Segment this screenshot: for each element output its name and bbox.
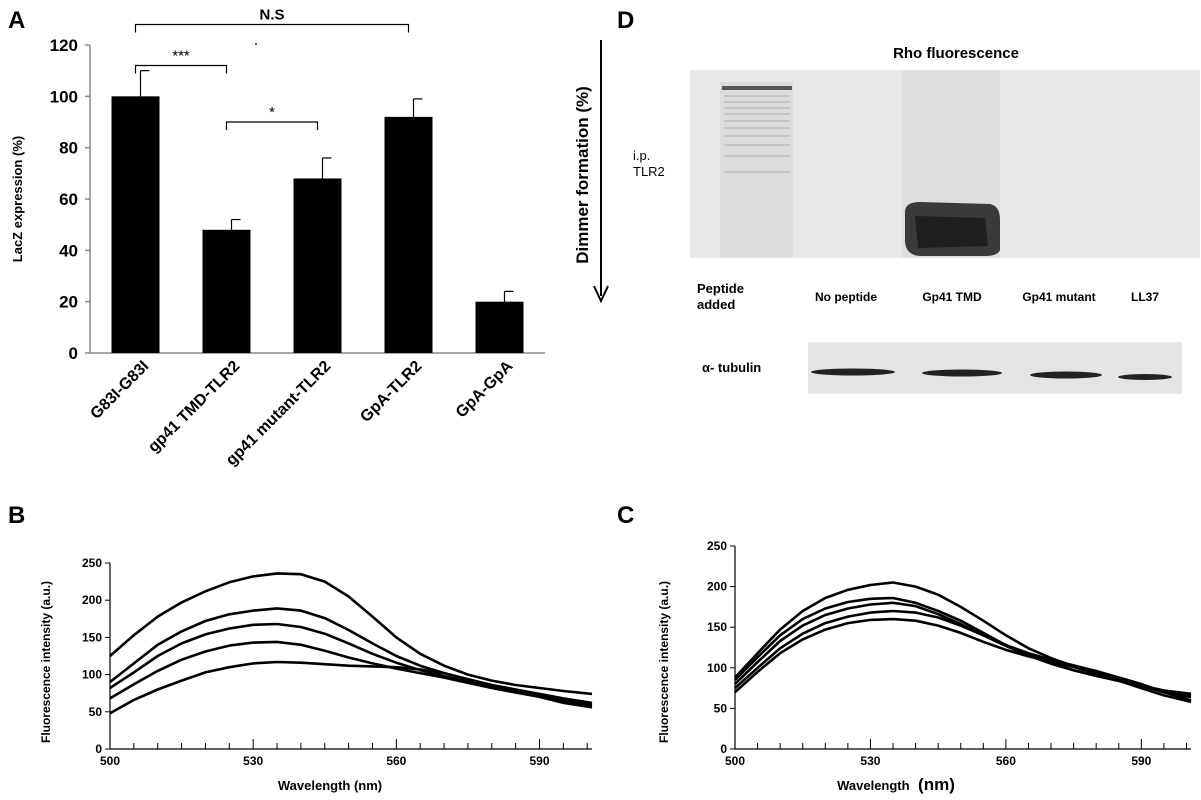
bar-3 xyxy=(384,116,433,353)
x-axis-label-c-unit: (nm) xyxy=(918,775,955,794)
bar-1 xyxy=(202,229,251,353)
x-tick-label-b: 530 xyxy=(243,754,263,768)
y-tick-label-a: 0 xyxy=(69,344,78,363)
y-tick-label-c: 200 xyxy=(707,580,727,594)
y-tick-label-b: 150 xyxy=(82,630,102,644)
line-chart-panel-c: Fluorescence intensity (a.u.) Wavelength… xyxy=(657,539,1192,794)
significance-bracket-1 xyxy=(134,64,228,74)
significance-label-1: *** xyxy=(172,48,190,65)
x-tick-label-b: 560 xyxy=(386,754,406,768)
y-tick-label-c: 100 xyxy=(707,661,727,675)
row-label-ip: i.p. xyxy=(633,148,650,163)
significance-label-2: * xyxy=(269,104,275,121)
category-label-1: gp41 TMD-TLR2 xyxy=(145,358,243,456)
y-tick-label-c: 50 xyxy=(714,701,728,715)
x-tick-label-b: 590 xyxy=(529,754,549,768)
y-tick-label-c: 150 xyxy=(707,620,727,634)
series-line-b-4 xyxy=(109,660,593,715)
series-line-c-3 xyxy=(734,609,1192,702)
significance-bracket-0 xyxy=(134,23,410,33)
significance-label-0: N.S xyxy=(259,6,284,23)
annotation-dot-a: . xyxy=(254,32,258,49)
x-tick-label-c: 500 xyxy=(725,754,745,768)
y-axis-label-c: Fluorescence intensity (a.u.) xyxy=(657,581,671,743)
y-tick-label-a: 20 xyxy=(59,293,78,312)
ladder-bands xyxy=(724,95,790,173)
series-line-b-3 xyxy=(109,640,593,708)
bar-0 xyxy=(111,96,160,353)
y-axis-label-a: LacZ expression (%) xyxy=(10,136,25,262)
lane-label-1: Gp41 TMD xyxy=(922,290,982,304)
x-tick-label-c: 530 xyxy=(860,754,880,768)
bar-4 xyxy=(475,301,524,353)
y-tick-label-b: 250 xyxy=(82,556,102,570)
x-tick-label-b: 500 xyxy=(100,754,120,768)
y-tick-label-a: 100 xyxy=(50,87,78,106)
series-line-b-1 xyxy=(109,607,593,705)
y-tick-label-b: 0 xyxy=(95,742,102,756)
row-label-tlr2: TLR2 xyxy=(633,164,665,179)
panel-label-d: D xyxy=(617,7,634,34)
y-axis-label-b: Fluorescence intensity (a.u.) xyxy=(39,581,53,743)
category-label-3: GpA-TLR2 xyxy=(357,358,425,426)
ladder-lane xyxy=(720,82,793,258)
category-label-0: G83I-G83I xyxy=(87,358,152,423)
ladder-top-band xyxy=(722,86,792,90)
y-tick-label-b: 100 xyxy=(82,668,102,682)
peptide-label-line2: added xyxy=(697,297,735,312)
y-tick-label-c: 0 xyxy=(720,742,727,756)
lane-label-2: Gp41 mutant xyxy=(1022,290,1095,304)
panel-label-a: A xyxy=(8,7,25,34)
y-tick-label-a: 60 xyxy=(59,190,78,209)
y-tick-label-b: 200 xyxy=(82,593,102,607)
dimer-arrow-label: Dimmer formation (%) xyxy=(573,86,592,264)
x-axis-label-c-text: Wavelength xyxy=(837,778,910,793)
bar-2 xyxy=(293,178,342,353)
dimer-arrow-head xyxy=(593,285,609,304)
category-label-4: GpA-GpA xyxy=(453,357,517,421)
y-tick-label-a: 40 xyxy=(59,241,78,260)
x-tick-label-c: 590 xyxy=(1131,754,1151,768)
lane-label-3: LL37 xyxy=(1131,290,1159,304)
x-tick-label-c: 560 xyxy=(996,754,1016,768)
y-tick-label-c: 250 xyxy=(707,539,727,553)
line-chart-panel-b: Fluorescence intensity (a.u.) Wavelength… xyxy=(39,556,593,793)
y-tick-label-a: 120 xyxy=(50,36,78,55)
y-tick-label-a: 80 xyxy=(59,139,78,158)
tubulin-label: α- tubulin xyxy=(702,360,761,375)
peptide-label-line1: Peptide xyxy=(697,281,744,296)
bar-chart-panel-a: LacZ expression (%) 0 20 40 60 80 100 120 N.S *… xyxy=(10,6,545,469)
series-line-c-4 xyxy=(734,617,1192,704)
category-label-2: gp41 mutant-TLR2 xyxy=(223,358,334,469)
tubulin-bands xyxy=(811,368,1172,380)
series-line-b-0 xyxy=(109,572,593,696)
panel-label-c: C xyxy=(617,502,634,529)
gel-title: Rho fluorescence xyxy=(893,45,1019,62)
y-tick-label-b: 50 xyxy=(89,705,103,719)
significance-bracket-2 xyxy=(225,121,319,130)
x-axis-label-b: Wavelength (nm) xyxy=(278,778,382,793)
panel-label-b: B xyxy=(8,502,25,529)
gel-panel-d: Dimmer formation (%) Rho fluorescence i.… xyxy=(573,40,1200,394)
lane-label-0: No peptide xyxy=(815,290,877,304)
gp41-tmd-band-core xyxy=(915,216,988,248)
x-axis-label-c: Wavelength (nm) xyxy=(837,775,955,794)
tubulin-blot xyxy=(808,342,1182,394)
